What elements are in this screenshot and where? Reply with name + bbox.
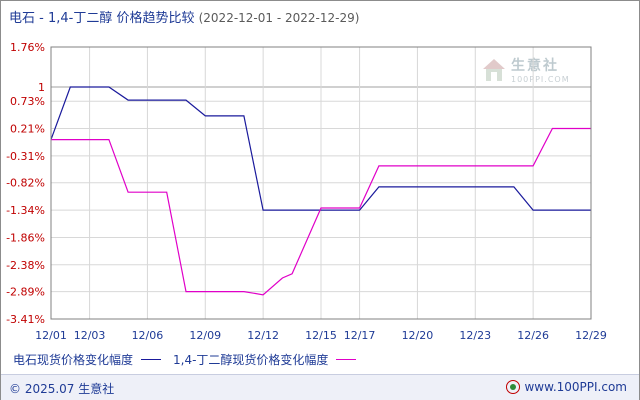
x-tick-label: 12/15 [305, 329, 337, 341]
y-tick-label: -1.86% [6, 231, 45, 244]
legend-swatch-series-2 [336, 359, 357, 360]
watermark: 生意社 100PPI.COM [481, 55, 570, 84]
y-axis-labels: 1.76% 10.73% 0.21% -0.31% -0.82% -1.34% -1.86%… [6, 41, 45, 326]
legend-label-series-2: 1,4-丁二醇现货价格变化幅度 [173, 353, 329, 367]
watermark-logo-icon [483, 58, 505, 81]
y-tick-label: 1 [38, 81, 45, 94]
x-tick-label: 12/29 [575, 329, 607, 341]
y-tick-label: -3.41% [6, 313, 45, 326]
chart-title-main: 电石 - 1,4-丁二醇 价格趋势比较 [9, 11, 195, 26]
y-tick-label: -0.82% [6, 177, 45, 190]
legend-swatch-series-1 [141, 359, 162, 360]
y-tick-label: 0.73% [10, 95, 45, 108]
plot-area-border [50, 46, 592, 320]
x-tick-label: 12/26 [517, 329, 549, 341]
chart-title-date-range: (2022-12-01 - 2022-12-29) [198, 11, 360, 25]
chart-grid [50, 46, 592, 320]
chart-legend: 电石现货价格变化幅度 1,4-丁二醇现货价格变化幅度 [13, 351, 368, 368]
y-tick-label: -2.89% [6, 286, 45, 299]
x-tick-label: 12/01 [35, 329, 67, 341]
x-tick-label: 12/12 [247, 329, 279, 341]
y-tick-label: -0.31% [6, 150, 45, 163]
line-chart: 1.76% 10.73% 0.21% -0.31% -0.82% -1.34% -1.86%… [6, 41, 607, 341]
footer-site-link[interactable]: www.100PPI.com [506, 380, 627, 394]
legend-label-series-1: 电石现货价格变化幅度 [13, 353, 134, 367]
chart-series [50, 86, 591, 296]
y-tick-label: 0.21% [10, 123, 45, 136]
site-logo-icon [506, 380, 521, 394]
footer-site-url: www.100PPI.com [524, 380, 627, 394]
x-tick-label: 12/06 [132, 329, 164, 341]
y-tick-label: 1.76% [10, 41, 45, 54]
x-axis-labels: 12/01 12/03 12/06 12/09 12/12 12/15 12/17 12/20… [35, 329, 607, 341]
series-line-2 [51, 127, 591, 296]
x-tick-label: 12/09 [189, 329, 221, 341]
y-tick-label: -2.38% [6, 259, 45, 272]
watermark-url: 100PPI.COM [511, 75, 570, 84]
footer-bar: © 2025.07 生意社 www.100PPI.com [1, 374, 639, 400]
x-tick-label: 12/17 [344, 329, 376, 341]
x-tick-label: 12/23 [459, 329, 491, 341]
watermark-name: 生意社 [511, 58, 559, 74]
footer-copyright: © 2025.07 生意社 [9, 382, 115, 396]
series-line-1 [50, 86, 591, 211]
x-tick-label: 12/20 [402, 329, 434, 341]
chart-title: 电石 - 1,4-丁二醇 价格趋势比较 (2022-12-01 - 2022-1… [9, 7, 359, 26]
x-tick-label: 12/03 [74, 329, 106, 341]
y-tick-label: -1.34% [6, 204, 45, 217]
